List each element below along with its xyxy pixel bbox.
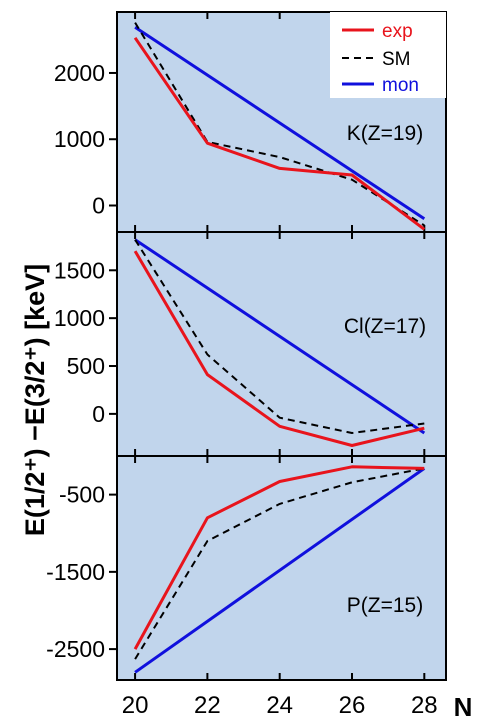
series-mon-line	[134, 25, 426, 220]
y-tick-label: -500	[59, 482, 105, 508]
y-tick-label: -2500	[46, 636, 105, 662]
y-tick-label: 1000	[54, 305, 105, 331]
series-sm-line	[134, 239, 425, 434]
x-tick-label: 20	[122, 692, 149, 719]
legend-label-exp: exp	[382, 21, 413, 42]
y-tick-label: 0	[92, 192, 105, 218]
panel-background	[117, 232, 446, 456]
x-tick-label: 28	[411, 692, 438, 719]
series-exp-line	[133, 250, 425, 447]
panel-3: -500 -1500 -2500 P(Z=15)	[46, 455, 447, 681]
legend-label-mon: mon	[382, 75, 419, 96]
panel-frame	[116, 455, 447, 681]
panel-label: Cl(Z=17)	[344, 315, 426, 338]
x-tick-label: 24	[266, 692, 293, 719]
y-tick-label: 500	[67, 353, 105, 379]
x-tick-label: 22	[194, 692, 221, 719]
y-tick-label: -1500	[46, 559, 105, 585]
panel-label: P(Z=15)	[347, 594, 423, 617]
y-tick-label: 1500	[54, 257, 105, 283]
series-mon-line	[134, 467, 426, 674]
panel-label: K(Z=19)	[347, 122, 423, 145]
x-axis-label: N	[454, 692, 473, 722]
y-tick-label: 2000	[54, 60, 105, 86]
x-tick-label: 26	[339, 692, 366, 719]
series-exp-line	[133, 36, 426, 231]
y-axis-label: E(1/2⁺) −E(3/2⁺) [keV]	[20, 264, 50, 536]
panel-2: 1500 1000 500 0 Cl(Z=17)	[54, 231, 447, 457]
y-tick-label: 1000	[54, 126, 105, 152]
legend: exp SM mon	[330, 12, 446, 98]
y-tick-label: 0	[92, 401, 105, 427]
series-sm-line	[134, 467, 425, 660]
series-exp-line	[133, 465, 425, 650]
series-mon-line	[134, 238, 426, 435]
legend-label-sm: SM	[382, 49, 411, 70]
